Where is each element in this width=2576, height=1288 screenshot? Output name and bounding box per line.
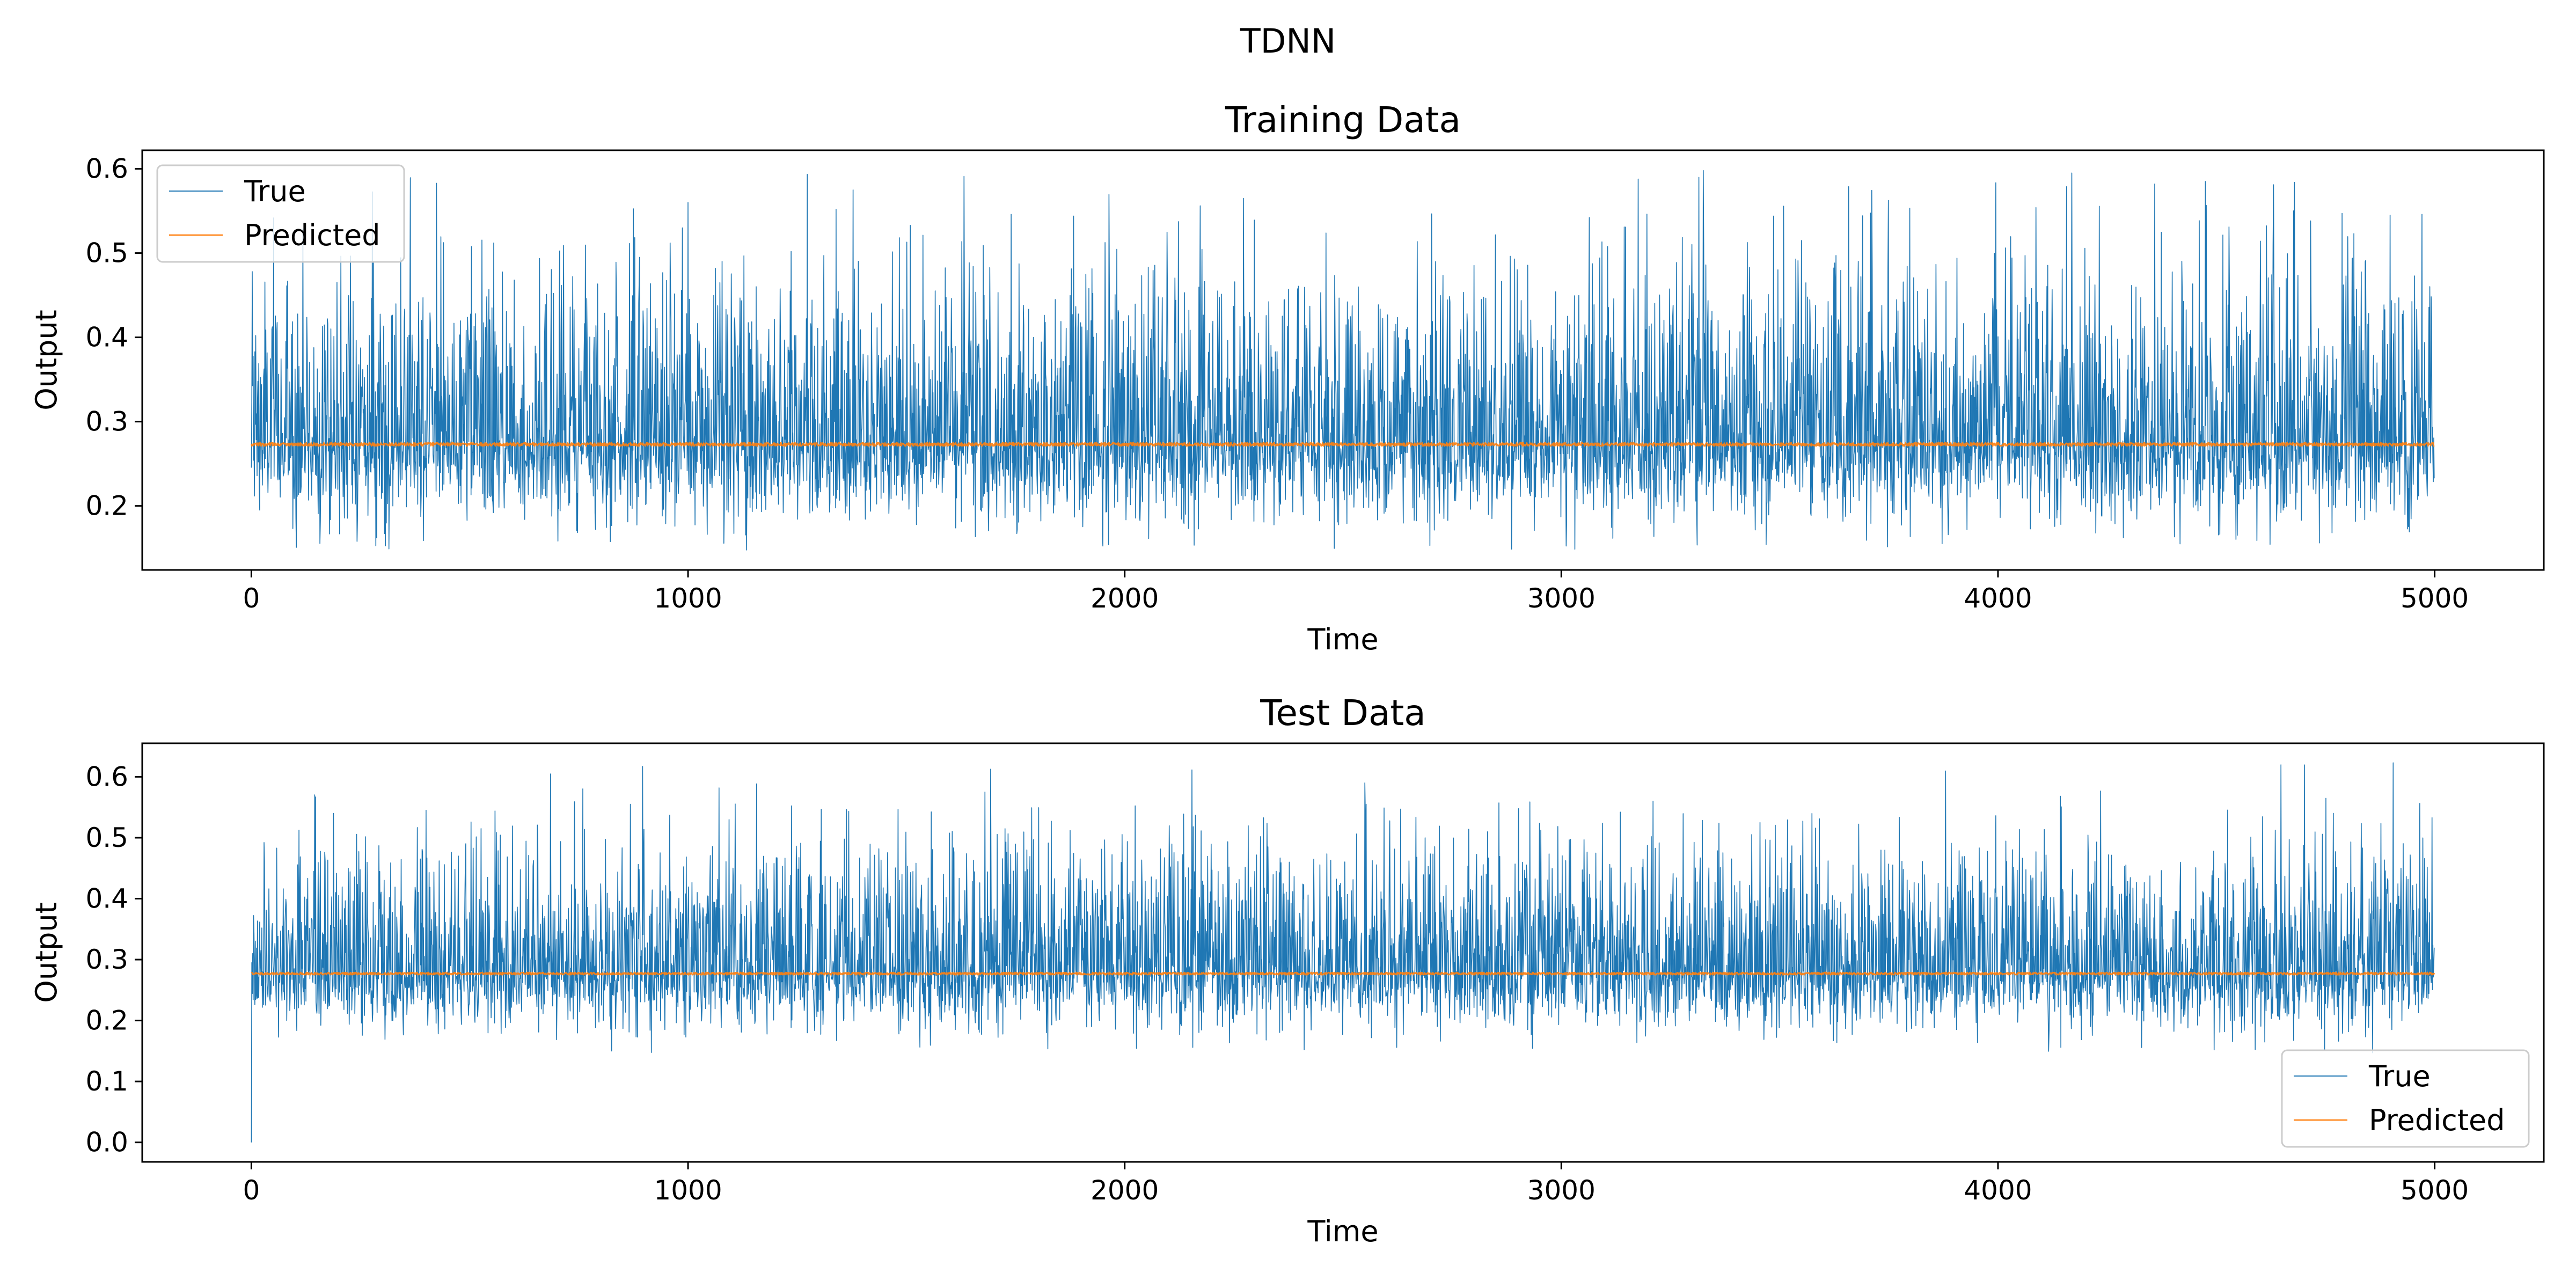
axes-title: Training Data xyxy=(1225,99,1461,141)
y-tick-label: 0.5 xyxy=(85,238,128,269)
predicted-series-line xyxy=(251,971,2435,976)
true-series-line xyxy=(251,170,2435,551)
x-tick-label: 5000 xyxy=(2401,1175,2469,1206)
y-tick-label: 0.5 xyxy=(85,822,128,853)
x-tick-label: 4000 xyxy=(1964,1175,2032,1206)
x-tick-label: 2000 xyxy=(1091,583,1159,614)
test-data-panel: 0 1000 2000 3000 4000 5000 0.0 0.1 0.2 0.3 0.4 0.5 0… xyxy=(30,692,2545,1248)
y-axis-label: Output xyxy=(30,310,63,411)
x-tick-label: 3000 xyxy=(1527,1175,1596,1206)
y-tick-label: 0.3 xyxy=(85,944,128,975)
predicted-legend-label: Predicted xyxy=(244,218,380,252)
y-tick-label: 0.6 xyxy=(85,153,128,185)
true-series-line xyxy=(251,762,2435,1143)
y-tick-label: 0.4 xyxy=(85,322,128,353)
predicted-legend-label: Predicted xyxy=(2369,1103,2505,1137)
figure-title: TDNN xyxy=(1240,21,1336,61)
true-legend-label: True xyxy=(2368,1059,2431,1093)
x-tick-label: 0 xyxy=(243,583,260,614)
x-tick-label: 1000 xyxy=(654,583,722,614)
x-tick-label: 4000 xyxy=(1964,583,2032,614)
y-tick-label: 0.4 xyxy=(85,883,128,914)
predicted-series-line xyxy=(251,442,2435,447)
x-tick-label: 3000 xyxy=(1527,583,1596,614)
training-data-panel: 0 1000 2000 3000 4000 5000 0.2 0.3 0.4 0.5 0.6 Trai… xyxy=(30,99,2545,656)
y-tick-label: 0.2 xyxy=(85,491,128,522)
axes-title: Test Data xyxy=(1260,692,1426,734)
x-axis-label: Time xyxy=(1307,1214,1378,1248)
plot-frame xyxy=(141,742,2545,1163)
x-tick-label: 5000 xyxy=(2401,583,2469,614)
x-tick-label: 1000 xyxy=(654,1175,722,1206)
legend: True Predicted xyxy=(156,164,405,263)
plot-frame xyxy=(141,149,2545,571)
y-tick-label: 0.2 xyxy=(85,1005,128,1036)
y-tick-label: 0.1 xyxy=(85,1066,128,1097)
x-tick-label: 2000 xyxy=(1091,1175,1159,1206)
y-axis-label: Output xyxy=(30,902,63,1003)
y-tick-label: 0.0 xyxy=(85,1127,128,1158)
true-legend-label: True xyxy=(244,174,306,208)
y-tick-label: 0.3 xyxy=(85,406,128,437)
legend: True Predicted xyxy=(2281,1049,2530,1148)
x-tick-label: 0 xyxy=(243,1175,260,1206)
x-axis-label: Time xyxy=(1307,623,1378,656)
y-tick-label: 0.6 xyxy=(85,761,128,792)
